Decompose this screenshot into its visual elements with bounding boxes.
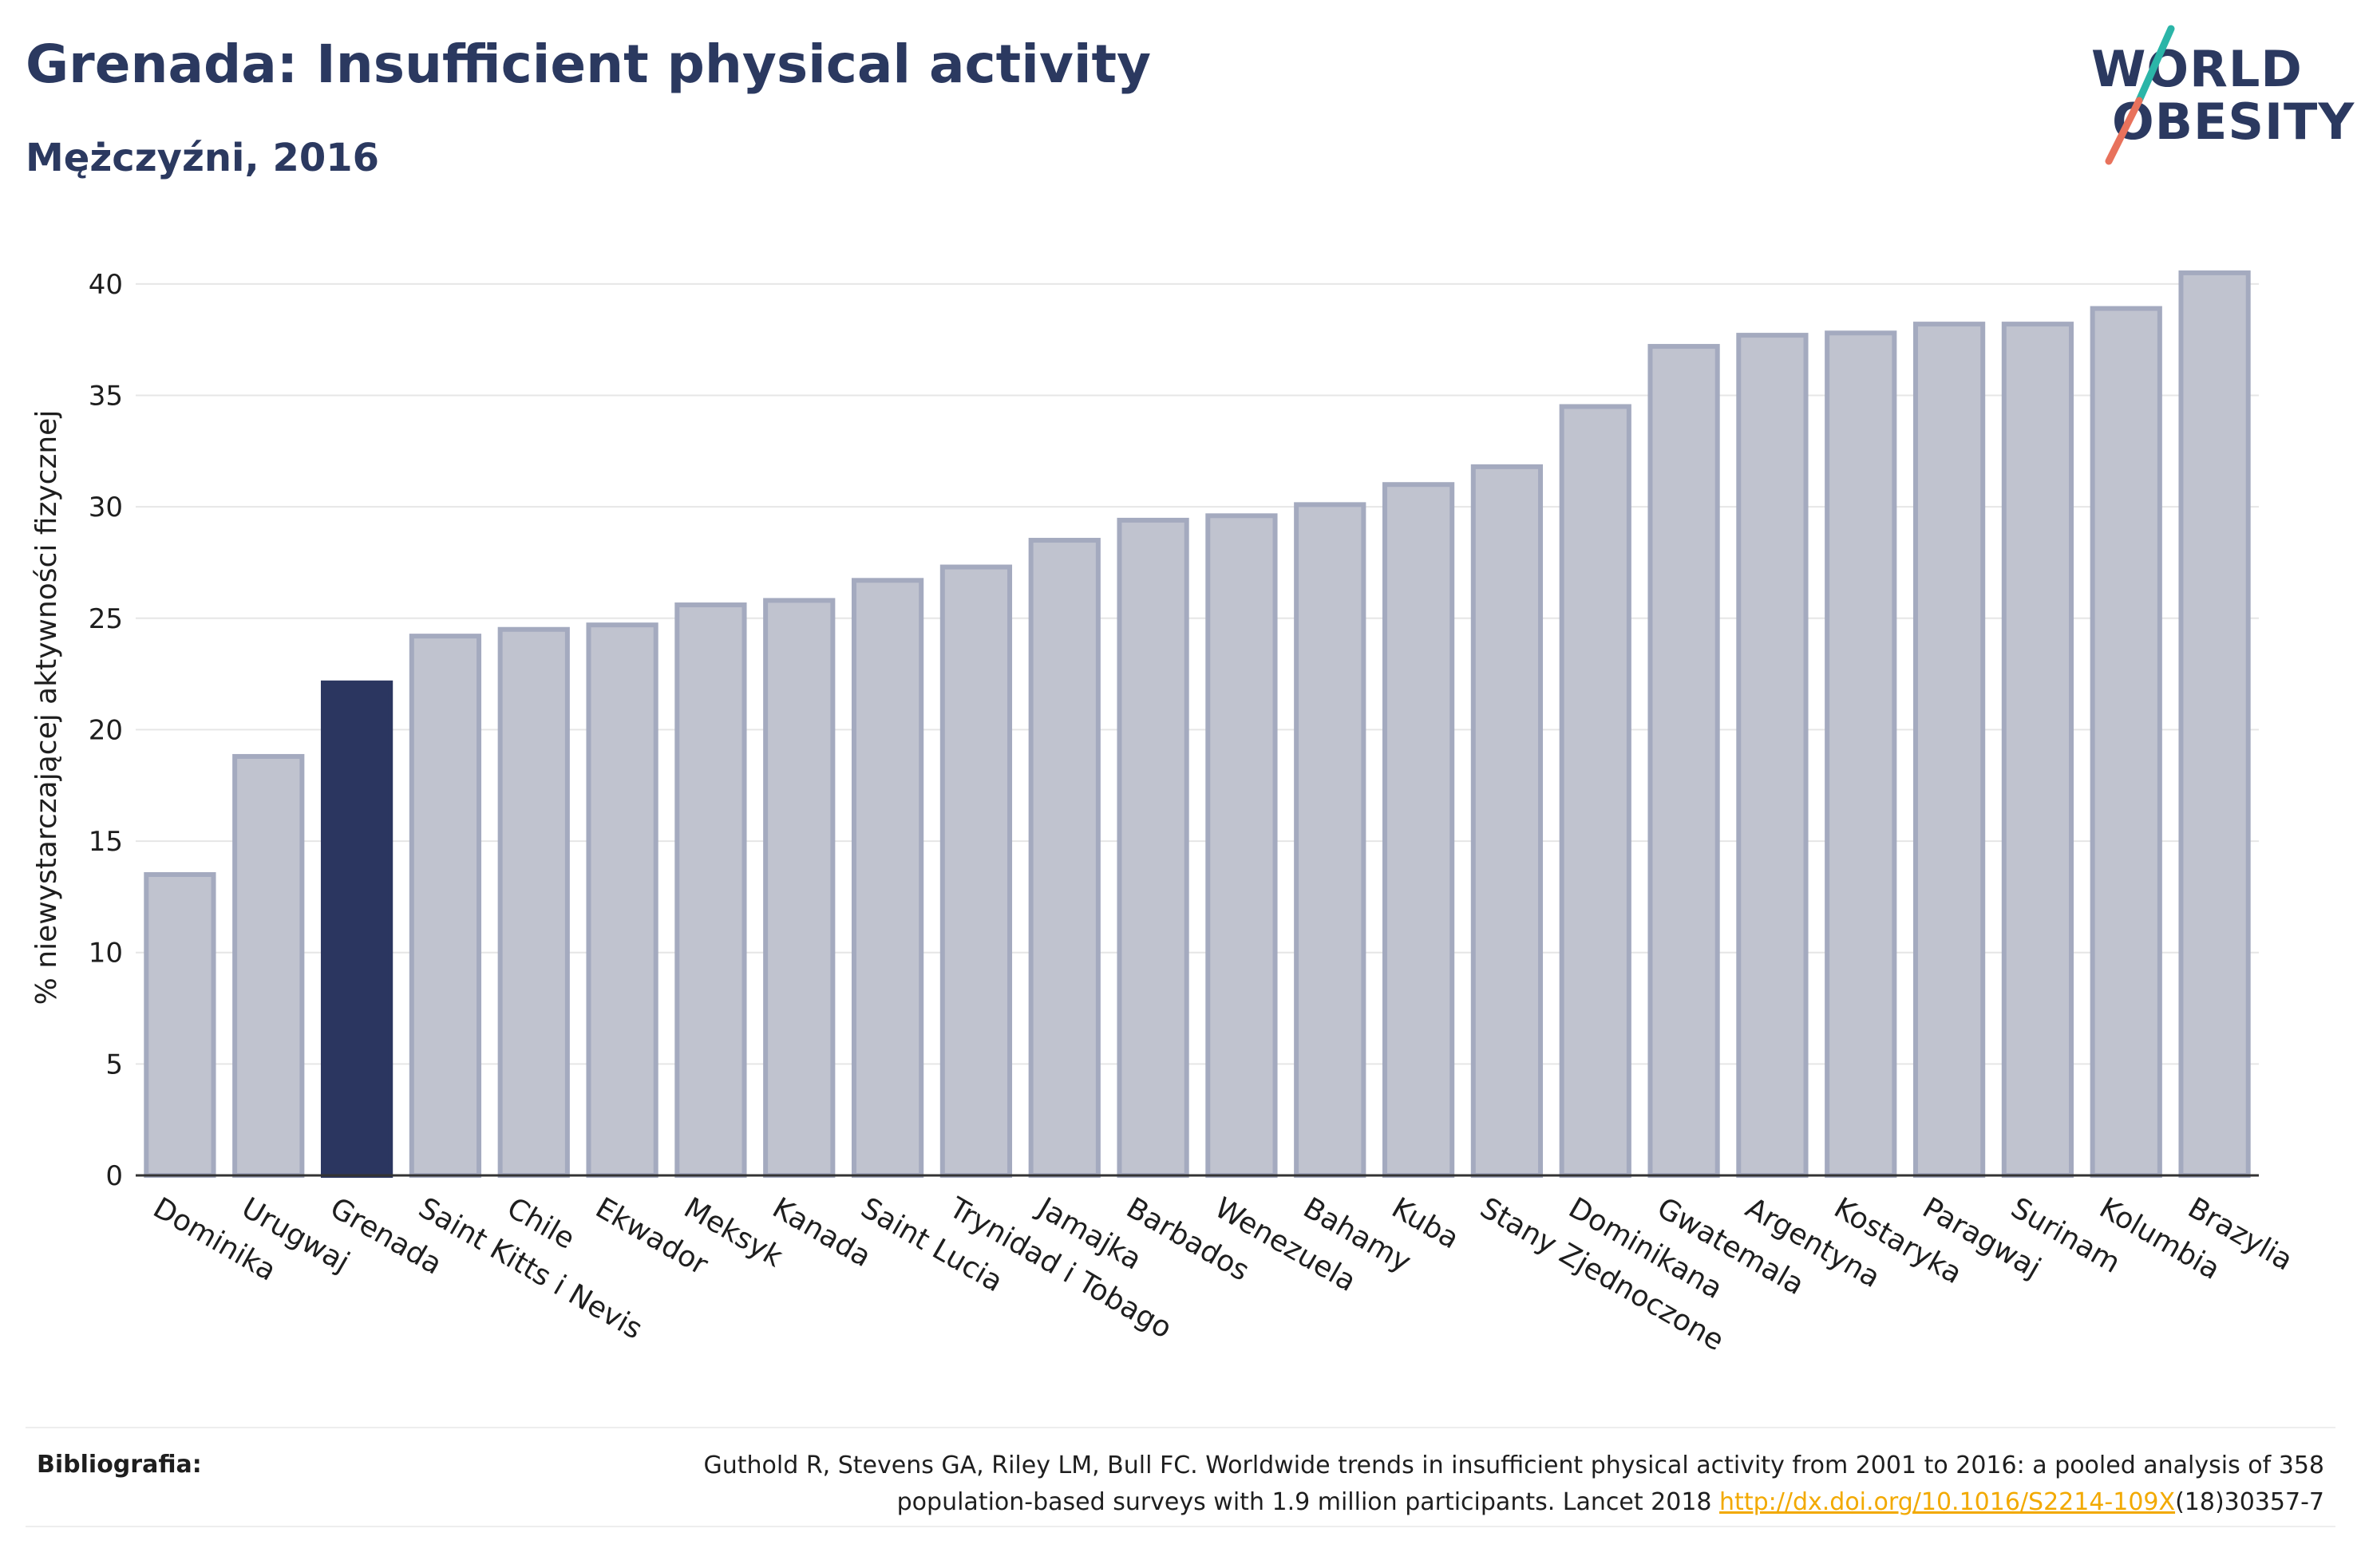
bar-urugwaj <box>232 753 305 1178</box>
bar-wenezuela <box>1205 513 1278 1178</box>
y-tick-label: 40 <box>89 269 123 301</box>
bar-saint-lucia <box>851 578 924 1178</box>
bar-chart: 0 5 10 15 20 25 30 35 40 % niewystarczającej akty… <box>30 269 2298 1357</box>
bar-gwatemala <box>1647 344 1720 1178</box>
bar-paragwaj <box>1912 322 1986 1179</box>
bar-surinam <box>2001 322 2074 1179</box>
logo-line-world: WORLD <box>2091 40 2303 98</box>
bar-ekwador <box>586 622 658 1178</box>
y-tick-label: 5 <box>105 1049 123 1080</box>
logo-slash-icon <box>2105 25 2175 165</box>
bar-stany-zjednoczone <box>1470 464 1544 1178</box>
bibliography-label: Bibliografia: <box>37 1451 202 1479</box>
chart-subtitle: Mężczyźni, 2016 <box>26 136 380 180</box>
y-tick-label: 30 <box>89 492 123 523</box>
chart-title: Grenada: Insufficient physical activity <box>26 34 1152 95</box>
footer-divider-bottom <box>26 1526 2335 1527</box>
bar-kolumbia <box>2090 306 2162 1178</box>
y-tick-label: 0 <box>105 1160 123 1192</box>
bar-jamajka <box>1028 538 1101 1178</box>
doi-link[interactable]: http://dx.doi.org/10.1016/S2214-109X <box>1719 1488 2176 1516</box>
x-tick-label: Kanada <box>767 1191 876 1274</box>
bar-kuba <box>1382 482 1455 1178</box>
y-tick-label: 10 <box>89 938 123 970</box>
bar-chile <box>497 626 570 1178</box>
bar-bahamy <box>1294 502 1366 1178</box>
y-tick-label: 25 <box>89 603 123 635</box>
y-tick-label: 20 <box>89 714 123 746</box>
bibliography-line2-end: (18)30357-7 <box>2175 1488 2324 1516</box>
bar-meksyk <box>674 602 747 1178</box>
y-axis-label: % niewystarczającej aktywności fizycznej <box>30 410 63 1005</box>
bibliography-text: Guthold R, Stevens GA, Riley LM, Bull FC… <box>488 1448 2324 1521</box>
bibliography-line1: Guthold R, Stevens GA, Riley LM, Bull FC… <box>703 1451 2324 1479</box>
bar-argentyna <box>1736 333 1809 1178</box>
bar-kostaryka <box>1825 330 1897 1178</box>
bar-saint-kitts-i-nevis <box>409 634 482 1178</box>
bar-brazylia <box>2178 270 2251 1179</box>
bar-dominika <box>144 871 216 1178</box>
world-obesity-logo: WORLD OBESITY <box>2075 24 2354 168</box>
y-tick-label: 35 <box>89 381 123 413</box>
footer-divider-top <box>26 1427 2335 1428</box>
bar-kanada <box>763 598 836 1178</box>
bar-dominikana <box>1559 404 1631 1178</box>
bibliography-line2: population-based surveys with 1.9 millio… <box>896 1488 1720 1516</box>
bar-barbados <box>1117 517 1189 1178</box>
logo-line-obesity: OBESITY <box>2112 93 2355 151</box>
bar-grenada <box>320 680 394 1178</box>
y-tick-label: 15 <box>89 826 123 858</box>
bar-trynidad-i-tobago <box>939 564 1013 1178</box>
